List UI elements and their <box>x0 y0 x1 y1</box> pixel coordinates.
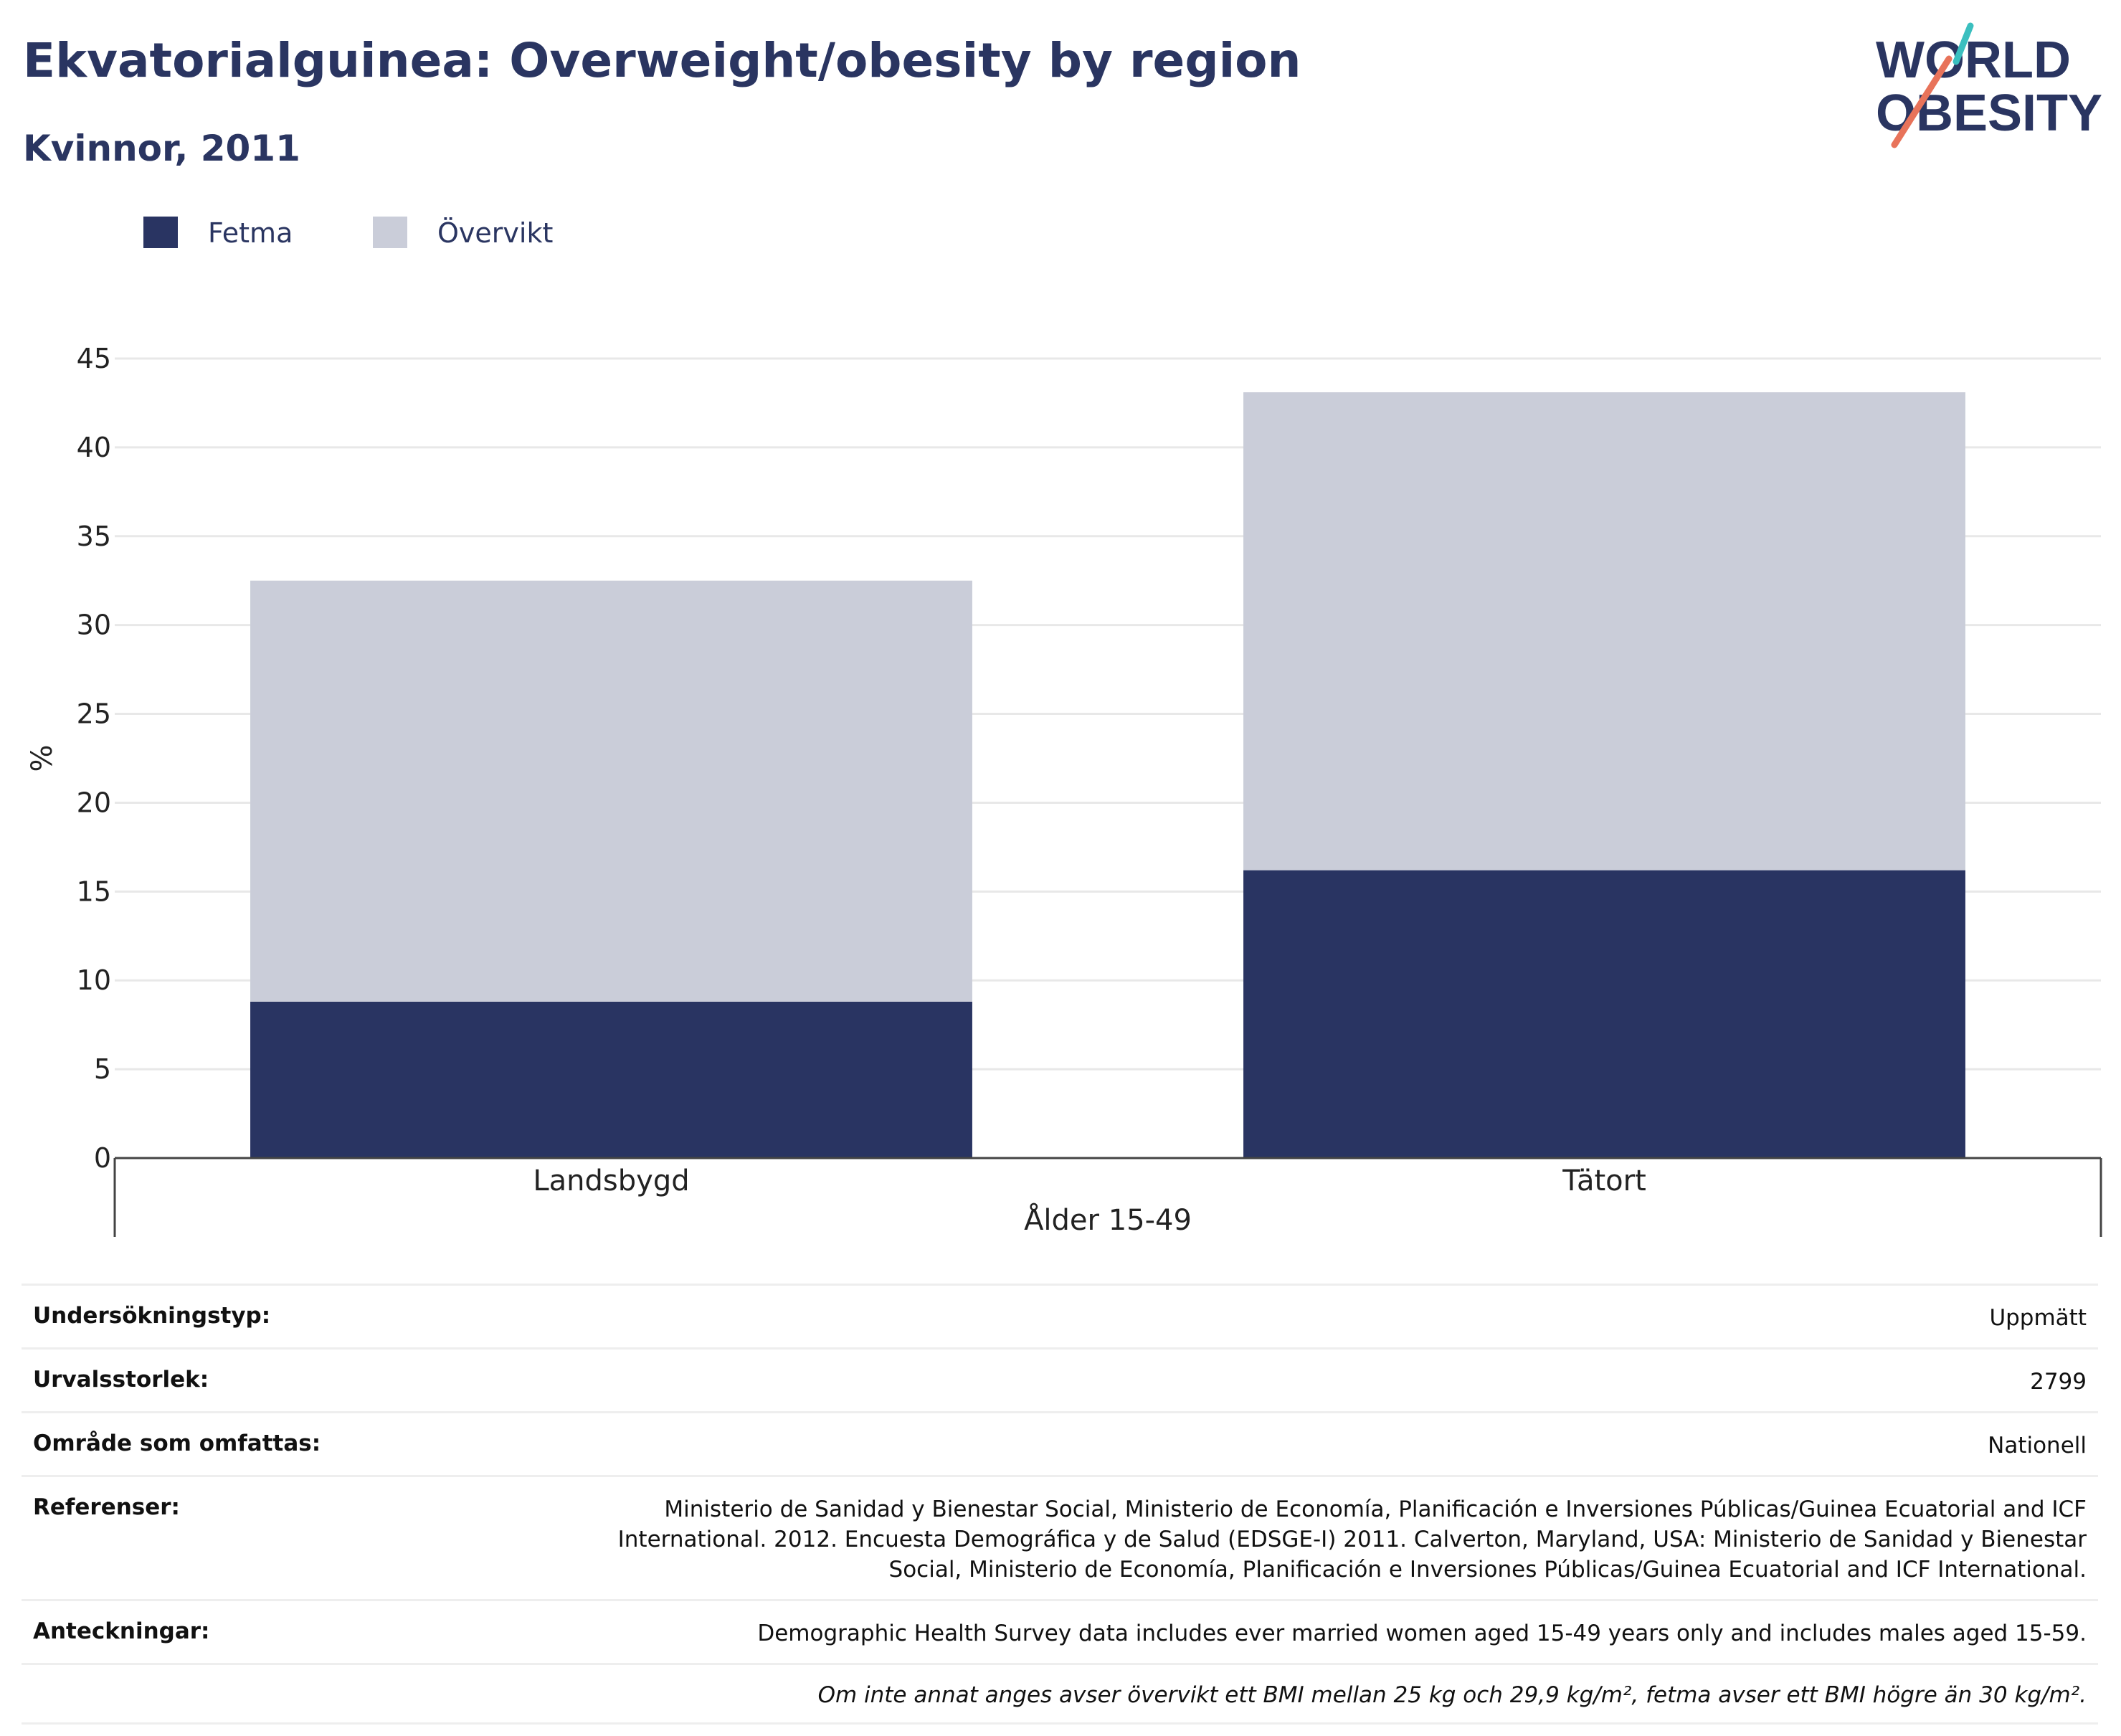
meta-value: Nationell <box>1988 1433 2087 1458</box>
y-tick-label: 15 <box>77 876 111 907</box>
meta-row-sample-size: Urvalsstorlek: 2799 <box>22 1347 2098 1411</box>
meta-row-references: Referenser: Ministerio de Sanidad y Bien… <box>22 1475 2098 1599</box>
meta-row-footnote: Om inte annat anges avser övervikt ett B… <box>22 1663 2098 1725</box>
bar-fetma-0 <box>250 1001 972 1158</box>
meta-row-survey-type: Undersökningstyp: Uppmätt <box>22 1284 2098 1347</box>
logo-line1: WORLD <box>1876 32 2071 89</box>
meta-label: Anteckningar: <box>33 1618 210 1644</box>
legend-swatch-0 <box>143 217 178 248</box>
meta-label: Undersökningstyp: <box>33 1303 271 1329</box>
legend-swatch-1 <box>373 217 407 248</box>
y-tick-label: 35 <box>77 521 111 552</box>
chart-subtitle: Kvinnor, 2011 <box>23 128 300 169</box>
y-tick-label: 5 <box>94 1053 111 1085</box>
bars <box>250 392 1965 1158</box>
chart-title: Ekvatorialguinea: Overweight/obesity by … <box>23 33 1301 88</box>
y-tick-label: 10 <box>77 964 111 996</box>
legend: Fetma Övervikt <box>143 217 553 249</box>
y-tick-label: 25 <box>77 698 111 730</box>
y-tick-label: 30 <box>77 610 111 641</box>
meta-value: 2799 <box>2030 1369 2087 1395</box>
world-obesity-logo: WORLD OBESITY <box>1876 22 2102 148</box>
meta-value: Uppmätt <box>1989 1305 2087 1331</box>
logo-line2: OBESITY <box>1876 85 2102 142</box>
y-axis-label: % <box>26 744 59 772</box>
stacked-bar-chart: Fetma Övervikt 0 5 10 15 20 25 30 35 40 45% Landsb… <box>26 217 2102 1237</box>
x-axis-label: Ålder 15-49 <box>1024 1203 1192 1237</box>
meta-value: Ministerio de Sanidad y Bienestar Social… <box>617 1497 2087 1583</box>
bmi-footnote: Om inte annat anges avser övervikt ett B… <box>817 1682 2087 1708</box>
logo-coral-stroke <box>1891 55 1952 148</box>
y-tick-label: 40 <box>77 432 111 463</box>
legend-label-0: Fetma <box>208 217 293 249</box>
meta-row-area: Område som omfattas: Nationell <box>22 1411 2098 1475</box>
legend-label-1: Övervikt <box>437 217 553 249</box>
logo-teal-stroke <box>1952 22 1974 65</box>
y-tick-label: 45 <box>77 343 111 374</box>
meta-label: Område som omfattas: <box>33 1431 321 1456</box>
y-tick-label: 0 <box>94 1142 111 1174</box>
meta-row-notes: Anteckningar: Demographic Health Survey … <box>22 1599 2098 1663</box>
bar-övervikt-0 <box>250 580 972 1002</box>
meta-value: Demographic Health Survey data includes … <box>757 1621 2087 1646</box>
x-tick-label: Tätort <box>1562 1165 1646 1197</box>
y-axis: 0 5 10 15 20 25 30 35 40 45% <box>26 343 111 1174</box>
x-axis: Landsbygd Tätort Ålder 15-49 <box>113 1157 2102 1237</box>
bar-övervikt-1 <box>1243 392 1965 871</box>
y-tick-label: 20 <box>77 787 111 818</box>
meta-label: Referenser: <box>33 1494 180 1520</box>
x-tick-label: Landsbygd <box>533 1165 689 1197</box>
metadata-table: Undersökningstyp: Uppmätt Urvalsstorlek:… <box>22 1284 2098 1725</box>
bar-fetma-1 <box>1243 870 1965 1158</box>
meta-label: Urvalsstorlek: <box>33 1367 209 1393</box>
